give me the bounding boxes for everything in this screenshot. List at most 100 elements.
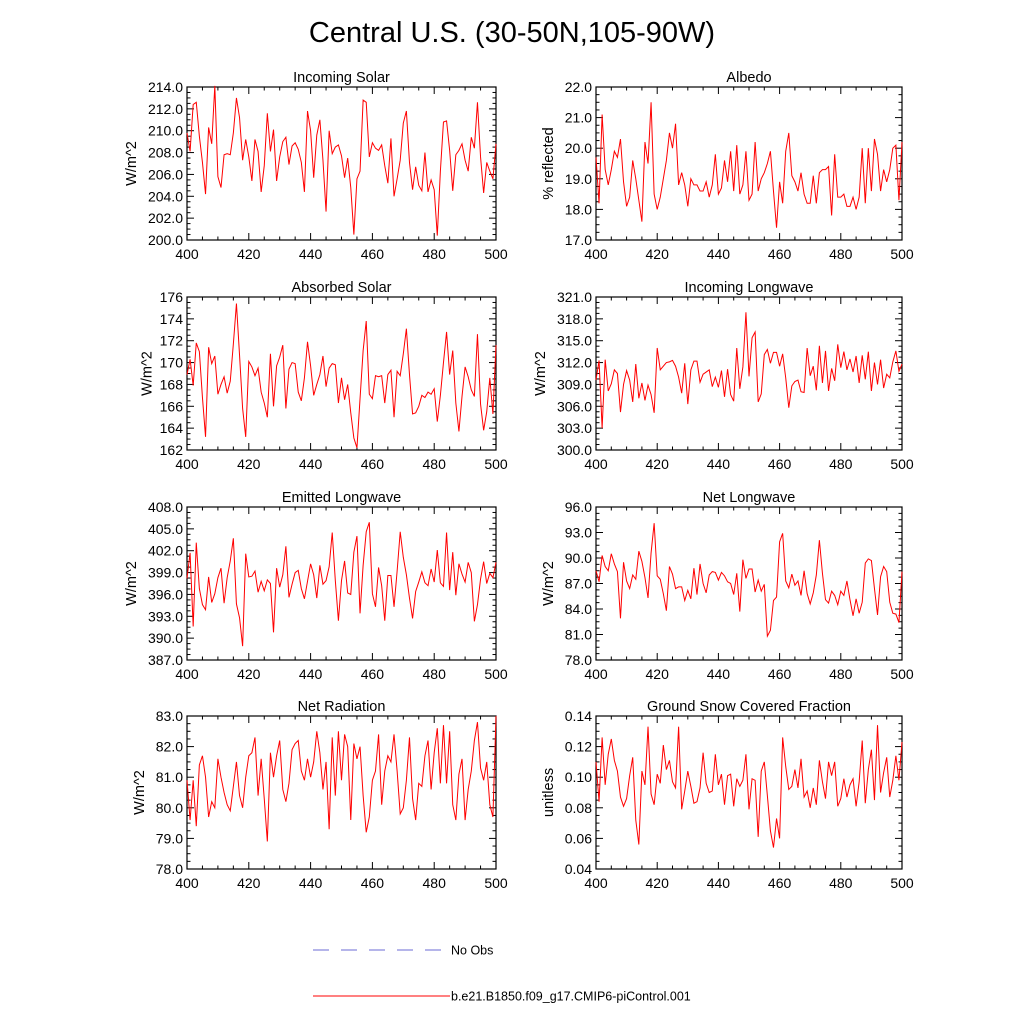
series-line-net-radiation <box>186 715 497 842</box>
x-tick-label: 400 <box>175 246 199 262</box>
y-tick-label: 84.0 <box>565 601 592 617</box>
y-tick-label: 81.0 <box>156 769 183 785</box>
x-tick-label: 500 <box>484 666 508 682</box>
x-tick-label: 500 <box>890 875 914 891</box>
y-axis-label-incoming-longwave: W/m^2 <box>533 351 549 396</box>
x-tick-label: 420 <box>237 666 261 682</box>
y-tick-label: 405.0 <box>148 521 183 537</box>
panel-title-emitted-longwave: Emitted Longwave <box>282 490 401 506</box>
x-tick-label: 500 <box>890 246 914 262</box>
x-tick-label: 460 <box>768 666 792 682</box>
x-tick-label: 440 <box>707 246 731 262</box>
y-tick-label: 22.0 <box>565 79 592 95</box>
panel-absorbed-solar: Absorbed Solar 162 164 166 168 170 172 174 176 40… <box>140 280 508 472</box>
y-tick-label: 303.0 <box>557 420 592 436</box>
y-tick-label: 79.0 <box>156 830 183 846</box>
panel-ground-snow-covered-fraction: Ground Snow Covered Fraction 0.04 0.06 0.08… <box>541 699 914 891</box>
x-tick-label: 440 <box>707 456 731 472</box>
x-tick-label: 440 <box>707 875 731 891</box>
y-tick-label: 82.0 <box>156 739 183 755</box>
x-tick-label: 480 <box>829 456 853 472</box>
x-tick-label: 460 <box>768 456 792 472</box>
y-tick-label: 208.0 <box>148 145 183 161</box>
y-tick-label: 80.0 <box>156 800 183 816</box>
x-tick-label: 500 <box>484 456 508 472</box>
y-tick-label: 166 <box>160 398 184 414</box>
x-tick-label: 440 <box>299 456 323 472</box>
x-tick-label: 460 <box>768 246 792 262</box>
panel-title-incoming-longwave: Incoming Longwave <box>685 280 814 296</box>
panel-title-absorbed-solar: Absorbed Solar <box>292 280 392 296</box>
y-tick-label: 0.12 <box>565 739 592 755</box>
y-tick-label: 21.0 <box>565 110 592 126</box>
y-tick-label: 170 <box>160 355 184 371</box>
y-tick-label: 83.0 <box>156 708 183 724</box>
y-tick-label: 172 <box>160 333 184 349</box>
x-tick-label: 400 <box>584 246 608 262</box>
x-tick-label: 480 <box>829 666 853 682</box>
y-tick-label: 315.0 <box>557 333 592 349</box>
y-tick-label: 402.0 <box>148 543 183 559</box>
panel-incoming-solar: Incoming Solar 200.0 202.0 204.0 206.0 208.0 2… <box>124 70 508 262</box>
y-axis-label-incoming-solar: W/m^2 <box>124 141 140 186</box>
y-axis-label-albedo: % reflected <box>541 127 557 200</box>
panel-title-net-radiation: Net Radiation <box>298 699 386 715</box>
panel-title-incoming-solar: Incoming Solar <box>293 70 390 86</box>
x-tick-label: 440 <box>707 666 731 682</box>
y-tick-label: 20.0 <box>565 140 592 156</box>
x-tick-label: 460 <box>361 666 385 682</box>
y-tick-label: 90.0 <box>565 550 592 566</box>
y-tick-label: 300.0 <box>557 442 592 458</box>
y-axis-label-ground-snow-covered-fraction: unitless <box>541 768 557 817</box>
x-tick-label: 460 <box>768 875 792 891</box>
y-tick-label: 204.0 <box>148 188 183 204</box>
x-tick-label: 480 <box>423 246 447 262</box>
y-tick-label: 200.0 <box>148 232 183 248</box>
y-tick-label: 408.0 <box>148 499 183 515</box>
series-line-net-longwave <box>595 523 903 639</box>
x-tick-label: 480 <box>829 246 853 262</box>
y-tick-label: 202.0 <box>148 210 183 226</box>
x-tick-label: 420 <box>646 875 670 891</box>
x-tick-label: 420 <box>237 875 261 891</box>
x-tick-label: 460 <box>361 875 385 891</box>
x-tick-label: 440 <box>299 666 323 682</box>
panel-title-net-longwave: Net Longwave <box>703 490 796 506</box>
series-line-absorbed-solar <box>186 303 497 448</box>
panel-albedo: Albedo 17.0 18.0 19.0 20.0 21.0 22.0 400 420 440 4… <box>541 70 914 262</box>
x-tick-label: 500 <box>890 456 914 472</box>
series-line-emitted-longwave <box>186 522 497 647</box>
x-tick-label: 400 <box>584 456 608 472</box>
plot-frame-ground-snow-covered-fraction <box>595 715 903 870</box>
panel-net-longwave: Net Longwave 78.0 81.0 84.0 87.0 90.0 93.0 96.0… <box>541 490 914 682</box>
x-tick-label: 420 <box>237 246 261 262</box>
x-tick-label: 440 <box>299 246 323 262</box>
x-tick-label: 460 <box>361 456 385 472</box>
y-tick-label: 81.0 <box>565 627 592 643</box>
y-tick-label: 387.0 <box>148 652 183 668</box>
x-tick-label: 400 <box>175 666 199 682</box>
x-tick-label: 480 <box>423 456 447 472</box>
y-tick-label: 174 <box>160 311 184 327</box>
y-tick-label: 87.0 <box>565 576 592 592</box>
panel-incoming-longwave: Incoming Longwave 300.0 303.0 306.0 309.0 312… <box>533 280 914 472</box>
main-title: Central U.S. (30-50N,105-90W) <box>309 17 715 49</box>
y-tick-label: 18.0 <box>565 201 592 217</box>
y-tick-label: 176 <box>160 289 184 305</box>
y-tick-label: 396.0 <box>148 586 183 602</box>
y-tick-label: 168 <box>160 376 184 392</box>
y-tick-label: 214.0 <box>148 79 183 95</box>
x-tick-label: 400 <box>175 456 199 472</box>
x-tick-label: 500 <box>484 875 508 891</box>
panel-net-radiation: Net Radiation 78.0 79.0 80.0 81.0 82.0 83.0 400… <box>132 699 508 891</box>
y-tick-label: 312.0 <box>557 355 592 371</box>
y-tick-label: 393.0 <box>148 608 183 624</box>
y-tick-label: 0.14 <box>565 708 592 724</box>
x-tick-label: 420 <box>646 246 670 262</box>
y-tick-label: 19.0 <box>565 171 592 187</box>
x-tick-label: 480 <box>423 875 447 891</box>
y-tick-label: 164 <box>160 420 184 436</box>
y-tick-label: 0.10 <box>565 769 592 785</box>
y-tick-label: 93.0 <box>565 525 592 541</box>
